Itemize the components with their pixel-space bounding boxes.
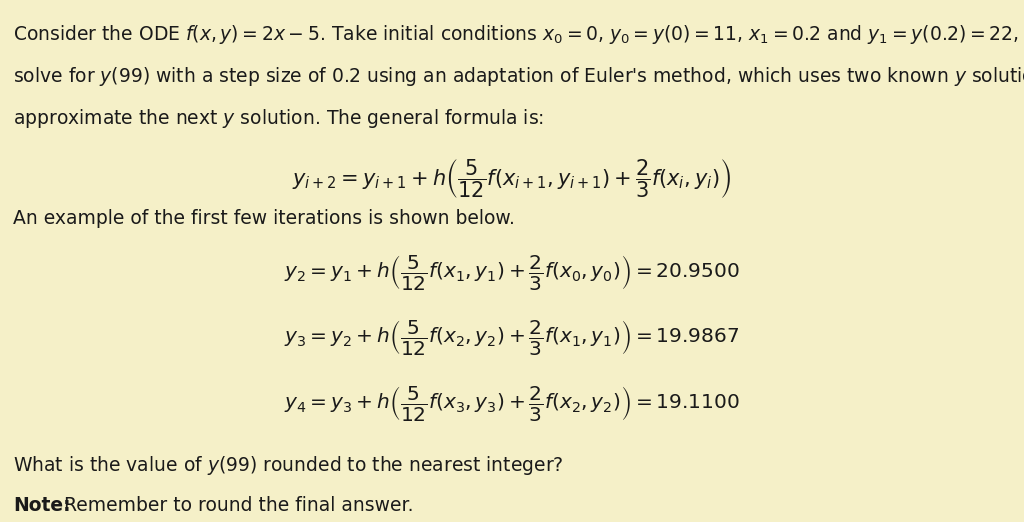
Text: Note:: Note: bbox=[13, 496, 71, 515]
Text: $y_{i+2} = y_{i+1} + h\left(\dfrac{5}{12}f(x_{i+1}, y_{i+1}) + \dfrac{2}{3}f(x_i: $y_{i+2} = y_{i+1} + h\left(\dfrac{5}{12… bbox=[293, 157, 731, 199]
Text: Remember to round the final answer.: Remember to round the final answer. bbox=[58, 496, 414, 515]
Text: What is the value of $y(99)$ rounded to the nearest integer?: What is the value of $y(99)$ rounded to … bbox=[13, 454, 564, 477]
Text: $y_3 = y_2 + h\left(\dfrac{5}{12}f(x_2, y_2) + \dfrac{2}{3}f(x_1, y_1)\right) = : $y_3 = y_2 + h\left(\dfrac{5}{12}f(x_2, … bbox=[285, 318, 739, 358]
Text: An example of the first few iterations is shown below.: An example of the first few iterations i… bbox=[13, 209, 515, 228]
Text: approximate the next $y$ solution. The general formula is:: approximate the next $y$ solution. The g… bbox=[13, 107, 544, 130]
Text: $y_4 = y_3 + h\left(\dfrac{5}{12}f(x_3, y_3) + \dfrac{2}{3}f(x_2, y_2)\right) = : $y_4 = y_3 + h\left(\dfrac{5}{12}f(x_3, … bbox=[284, 384, 740, 423]
Text: solve for $y(99)$ with a step size of 0.2 using an adaptation of Euler's method,: solve for $y(99)$ with a step size of 0.… bbox=[13, 65, 1024, 88]
Text: Consider the ODE $f(x, y) = 2x - 5$. Take initial conditions $x_0 = 0$, $y_0 = y: Consider the ODE $f(x, y) = 2x - 5$. Tak… bbox=[13, 23, 1019, 46]
Text: $y_2 = y_1 + h\left(\dfrac{5}{12}f(x_1, y_1) + \dfrac{2}{3}f(x_0, y_0)\right) = : $y_2 = y_1 + h\left(\dfrac{5}{12}f(x_1, … bbox=[284, 253, 740, 292]
